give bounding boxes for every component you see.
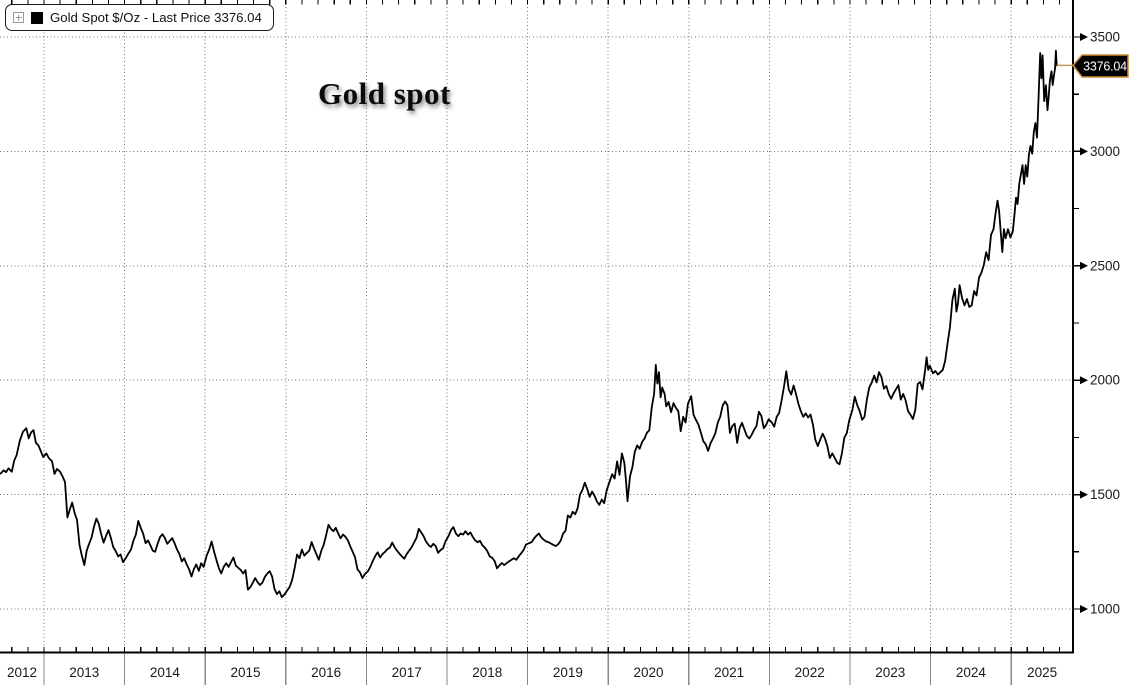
x-axis-year-label: 2013: [69, 665, 99, 680]
y-axis-label: 3000: [1090, 144, 1120, 159]
y-tick-arrow-icon: [1080, 147, 1088, 156]
last-price-value: 3376.04: [1083, 60, 1127, 74]
y-axis-label: 2000: [1090, 373, 1120, 388]
legend-box[interactable]: Gold Spot $/Oz - Last Price 3376.04: [5, 4, 274, 31]
x-axis-year-label: 2022: [795, 665, 825, 680]
price-line: [0, 49, 1058, 598]
x-axis-year-label: 2021: [714, 665, 744, 680]
y-tick-arrow-icon: [1080, 605, 1088, 613]
x-axis-year-label: 2012: [7, 665, 37, 680]
x-axis-year-label: 2015: [230, 665, 260, 680]
y-tick-arrow-icon: [1080, 490, 1088, 499]
series-swatch-icon: [31, 11, 43, 24]
x-axis-year-label: 2017: [392, 665, 422, 680]
y-tick-arrow-icon: [1080, 261, 1088, 270]
y-axis-label: 3500: [1090, 30, 1120, 45]
x-axis-year-label: 2016: [311, 665, 341, 680]
x-axis-year-label: 2019: [553, 665, 583, 680]
y-axis-label: 1500: [1090, 487, 1120, 502]
x-axis-year-label: 2024: [956, 665, 987, 680]
chart-title: Gold spot: [318, 76, 451, 111]
expand-icon[interactable]: [13, 12, 24, 23]
y-tick-arrow-icon: [1080, 376, 1088, 385]
x-axis-year-label: 2018: [472, 665, 502, 680]
y-axis-label: 1000: [1090, 602, 1120, 617]
y-axis-label: 2500: [1090, 258, 1120, 273]
y-tick-arrow-icon: [1080, 33, 1088, 41]
legend-series-label: Gold Spot $/Oz - Last Price 3376.04: [50, 10, 262, 25]
x-axis-year-label: 2014: [150, 665, 181, 680]
x-axis-year-label: 2023: [875, 665, 905, 680]
x-axis-year-label: 2020: [633, 665, 663, 680]
last-price-tag: [1072, 54, 1129, 78]
x-axis-year-label: 2025: [1027, 665, 1057, 680]
